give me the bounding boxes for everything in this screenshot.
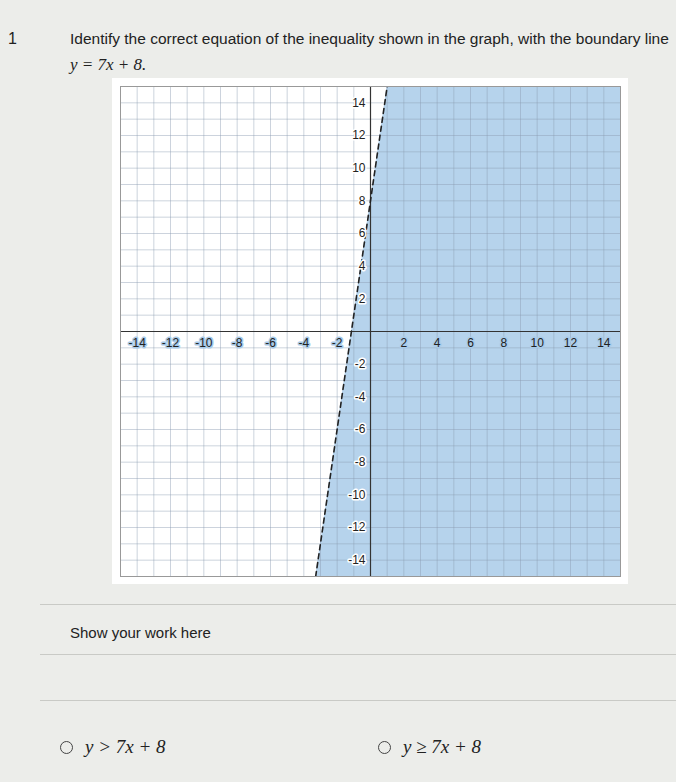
svg-text:-8: -8: [232, 336, 243, 350]
svg-text:-4: -4: [298, 336, 309, 350]
svg-text:12: 12: [564, 336, 578, 350]
svg-text:14: 14: [597, 336, 611, 350]
svg-text:-2: -2: [355, 357, 366, 371]
html-text:Show your work here: Show your work here: [70, 624, 211, 641]
html-text:y = 7x + 8.: y = 7x + 8.: [70, 55, 147, 74]
html-text:1: 1: [8, 30, 17, 47]
svg-text:4: 4: [434, 336, 441, 350]
svg-text:6: 6: [359, 226, 366, 240]
svg-text:4: 4: [359, 259, 366, 273]
svg-text:-12: -12: [348, 520, 366, 534]
svg-text:-6: -6: [265, 336, 276, 350]
svg-text:2: 2: [359, 292, 366, 306]
html-text:y > 7x + 8: y > 7x + 8: [85, 736, 166, 757]
svg-text:-4: -4: [355, 390, 366, 404]
svg-text:8: 8: [359, 194, 366, 208]
svg-text:-2: -2: [332, 336, 343, 350]
html-text:y ≥ 7x + 8: y ≥ 7x + 8: [403, 736, 482, 757]
svg-text:8: 8: [500, 336, 507, 350]
svg-text:-10: -10: [195, 336, 213, 350]
svg-text:14: 14: [352, 96, 366, 110]
svg-text:10: 10: [530, 336, 544, 350]
svg-text:-6: -6: [355, 422, 366, 436]
svg-text:-8: -8: [355, 455, 366, 469]
svg-text:12: 12: [352, 128, 366, 142]
html-text:Identify the correct equation: Identify the correct equation of the ine…: [70, 30, 669, 47]
svg-text:-12: -12: [162, 336, 180, 350]
svg-text:-14: -14: [128, 336, 146, 350]
svg-text:-10: -10: [348, 488, 366, 502]
svg-text:-14: -14: [348, 553, 366, 567]
svg-text:2: 2: [400, 336, 407, 350]
svg-text:10: 10: [352, 161, 366, 175]
svg-text:6: 6: [467, 336, 474, 350]
